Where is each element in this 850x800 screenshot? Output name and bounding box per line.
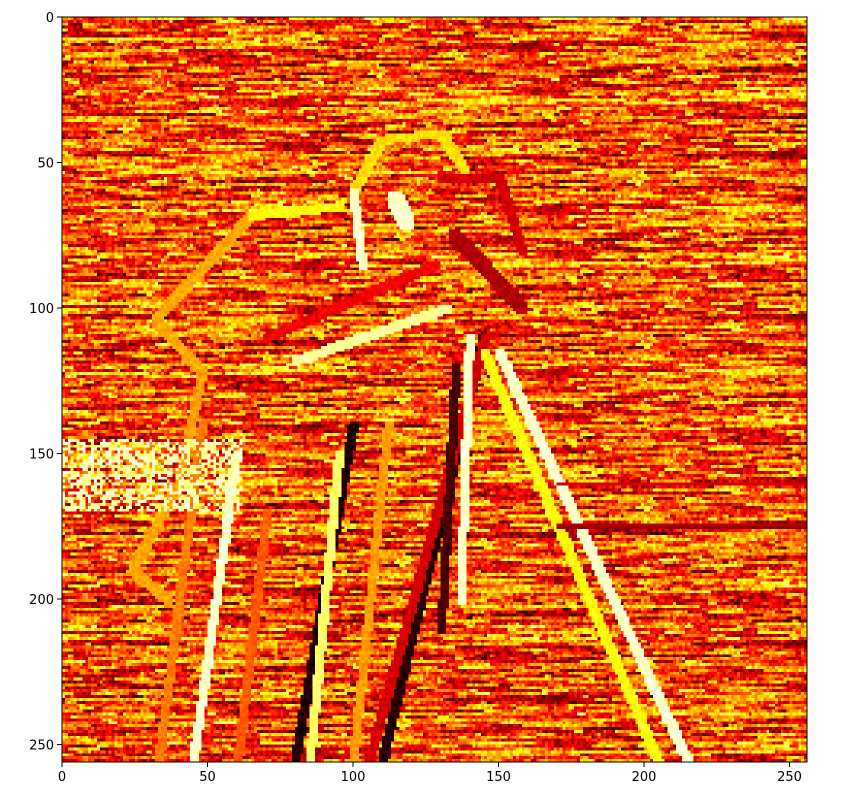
- x-tick-label: 250: [777, 770, 802, 785]
- x-tick-label: 50: [199, 770, 216, 785]
- axes-frame: [61, 16, 808, 763]
- y-tick-label: 50: [37, 157, 54, 172]
- y-tick-label: 150: [29, 448, 54, 463]
- image-area: [62, 17, 807, 762]
- x-axis: 0 50 100 150 200 250: [58, 762, 802, 785]
- y-tick-label: 250: [29, 739, 54, 754]
- heatmap-image: [62, 17, 807, 762]
- x-tick-label: 100: [341, 770, 366, 785]
- x-tick-label: 150: [486, 770, 511, 785]
- y-tick-label: 200: [29, 593, 54, 608]
- y-tick-label: 100: [29, 302, 54, 317]
- y-tick-label: 0: [46, 11, 54, 26]
- x-tick-label: 0: [58, 770, 66, 785]
- y-axis: 0 50 100 150 200 250: [29, 11, 62, 754]
- x-tick-label: 200: [632, 770, 657, 785]
